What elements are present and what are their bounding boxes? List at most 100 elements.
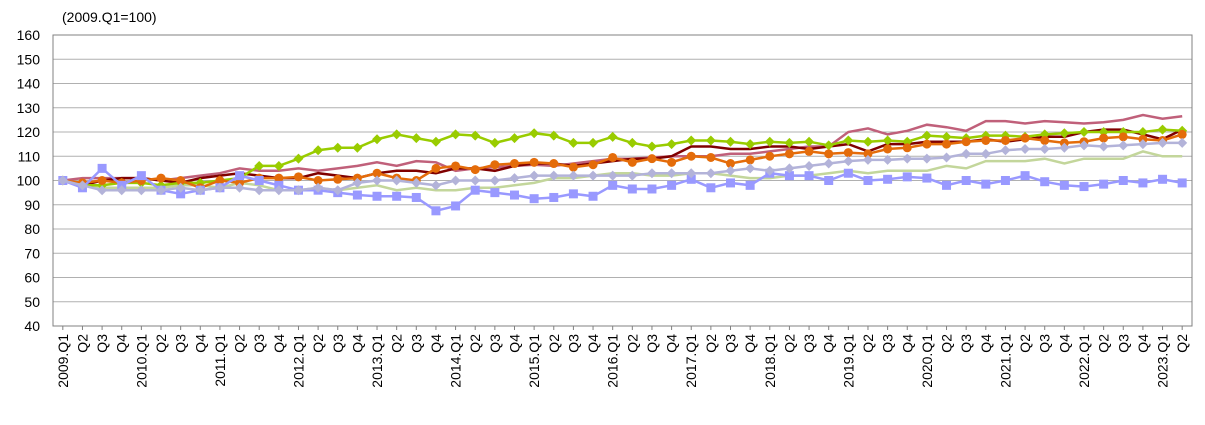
marker [863, 149, 873, 159]
marker [804, 171, 814, 181]
marker [921, 130, 932, 141]
x-tick-label: Q2 [546, 334, 562, 353]
x-tick-label: Q3 [487, 334, 503, 353]
marker [1177, 129, 1187, 139]
marker [352, 142, 363, 153]
y-tick-label: 50 [24, 294, 40, 310]
marker [607, 170, 618, 181]
marker [686, 151, 696, 161]
marker [705, 135, 716, 146]
x-tick-label: Q3 [958, 334, 974, 353]
marker [863, 176, 873, 185]
chart-subtitle: (2009.Q1=100) [62, 9, 157, 25]
marker [568, 162, 578, 172]
series-line [62, 113, 1183, 182]
marker [333, 174, 343, 184]
marker [922, 139, 932, 149]
marker [1157, 124, 1168, 135]
marker [176, 189, 186, 199]
marker [254, 185, 265, 196]
x-tick-label: Q2 [781, 334, 797, 353]
marker [529, 157, 539, 167]
marker [823, 140, 834, 151]
marker [450, 129, 461, 140]
y-tick-label: 40 [24, 318, 40, 334]
y-tick-label: 120 [17, 124, 41, 140]
marker [450, 175, 461, 186]
marker [411, 177, 422, 188]
marker [980, 148, 991, 159]
x-tick-label: Q4 [428, 334, 444, 353]
marker [1177, 178, 1187, 188]
x-tick-label: Q3 [94, 334, 110, 353]
marker [784, 149, 794, 159]
marker [156, 185, 167, 196]
marker [824, 176, 834, 185]
x-tick-label: 2012.Q1 [290, 334, 306, 388]
marker [824, 149, 834, 159]
marker [745, 180, 755, 190]
x-tick-label: Q2 [939, 334, 955, 353]
marker [706, 152, 716, 162]
x-tick-label: 2019.Q1 [840, 334, 856, 388]
marker [981, 179, 991, 189]
x-tick-label: 2017.Q1 [683, 334, 699, 388]
marker [1098, 141, 1109, 152]
x-tick-label: Q2 [310, 334, 326, 353]
marker [647, 184, 657, 194]
marker [1078, 140, 1089, 151]
x-tick-label: Q4 [271, 334, 287, 353]
x-tick-label: Q4 [821, 334, 837, 353]
marker [470, 185, 480, 195]
marker [470, 165, 480, 175]
marker [667, 180, 677, 190]
marker [627, 137, 638, 148]
x-tick-label: 2009.Q1 [55, 334, 71, 388]
x-tick-label: Q4 [742, 334, 758, 353]
marker [411, 192, 421, 202]
plot-frame [52, 34, 1193, 327]
x-tick-label: Q4 [1056, 334, 1072, 353]
marker [804, 160, 815, 171]
marker [254, 176, 264, 185]
x-tick-label: Q2 [232, 334, 248, 353]
marker [666, 168, 677, 179]
marker [646, 141, 657, 152]
marker [725, 165, 736, 176]
x-tick-label: Q2 [1174, 334, 1190, 353]
marker [372, 134, 383, 145]
y-tick-label: 160 [17, 27, 41, 43]
marker [961, 137, 971, 147]
marker [97, 163, 107, 173]
series-line [62, 141, 1183, 192]
marker [273, 185, 284, 196]
marker [961, 176, 971, 185]
x-tick-label: Q4 [114, 334, 130, 353]
marker [313, 145, 324, 156]
y-tick-label: 100 [17, 173, 41, 189]
marker [588, 160, 598, 170]
marker [804, 136, 815, 147]
x-tick-label: Q4 [506, 334, 522, 353]
x-tick-label: Q2 [1096, 334, 1112, 353]
marker [548, 130, 559, 141]
marker [293, 153, 304, 164]
y-tick-label: 90 [24, 197, 40, 213]
marker [195, 185, 206, 196]
marker [430, 136, 441, 147]
marker [548, 170, 559, 181]
marker [627, 184, 637, 194]
marker [97, 176, 107, 185]
marker [215, 176, 225, 185]
marker [823, 158, 834, 169]
marker [588, 191, 598, 201]
marker [489, 137, 500, 148]
marker [411, 133, 422, 144]
marker [549, 159, 559, 169]
x-tick-label: 2015.Q1 [526, 334, 542, 388]
marker [882, 154, 893, 165]
marker [234, 182, 245, 193]
marker [902, 153, 913, 164]
x-tick-label: Q3 [644, 334, 660, 353]
y-tick-label: 140 [17, 76, 41, 92]
